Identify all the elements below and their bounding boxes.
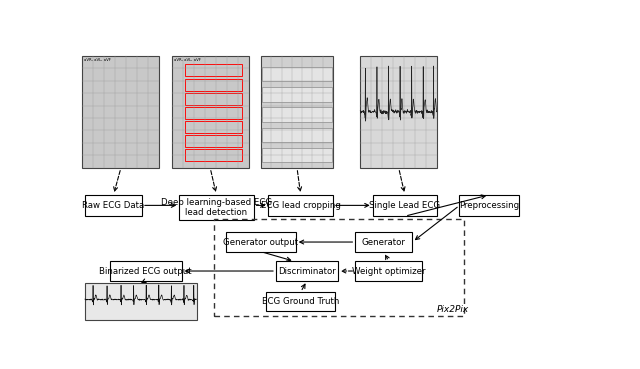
FancyBboxPatch shape [262, 87, 332, 102]
FancyBboxPatch shape [85, 283, 196, 320]
Text: Pix2Pix: Pix2Pix [437, 305, 469, 314]
Text: Binarized ECG output: Binarized ECG output [99, 266, 192, 276]
Text: Generator: Generator [362, 238, 406, 246]
Text: ECG Ground Truth: ECG Ground Truth [262, 297, 339, 306]
FancyBboxPatch shape [262, 107, 332, 122]
Text: Raw ECG Data: Raw ECG Data [83, 201, 145, 210]
Text: aVR, aVL, aVF: aVR, aVL, aVF [84, 58, 111, 62]
FancyBboxPatch shape [355, 261, 422, 281]
Text: Generator output: Generator output [223, 238, 299, 246]
Text: Preprocessing: Preprocessing [459, 201, 519, 210]
FancyBboxPatch shape [179, 195, 253, 220]
FancyBboxPatch shape [261, 56, 333, 168]
FancyBboxPatch shape [355, 232, 412, 252]
Text: ECG lead cropping: ECG lead cropping [260, 201, 340, 210]
FancyBboxPatch shape [85, 195, 142, 216]
FancyBboxPatch shape [262, 128, 332, 142]
FancyBboxPatch shape [262, 148, 332, 162]
Text: aVR, aVL, aVF: aVR, aVL, aVF [173, 58, 201, 62]
FancyBboxPatch shape [360, 56, 437, 168]
FancyBboxPatch shape [372, 195, 437, 216]
FancyBboxPatch shape [276, 261, 338, 281]
FancyBboxPatch shape [172, 56, 248, 168]
Text: Single Lead ECG: Single Lead ECG [369, 201, 440, 210]
FancyBboxPatch shape [83, 56, 159, 168]
FancyBboxPatch shape [262, 67, 332, 82]
FancyBboxPatch shape [110, 261, 182, 281]
FancyBboxPatch shape [460, 195, 519, 216]
Text: Deep learning-based ECG
lead detection: Deep learning-based ECG lead detection [161, 198, 272, 217]
Text: Weight optimizer: Weight optimizer [352, 266, 426, 276]
FancyBboxPatch shape [269, 195, 333, 216]
FancyBboxPatch shape [266, 292, 335, 311]
Text: Discriminator: Discriminator [278, 266, 336, 276]
FancyBboxPatch shape [227, 232, 296, 252]
